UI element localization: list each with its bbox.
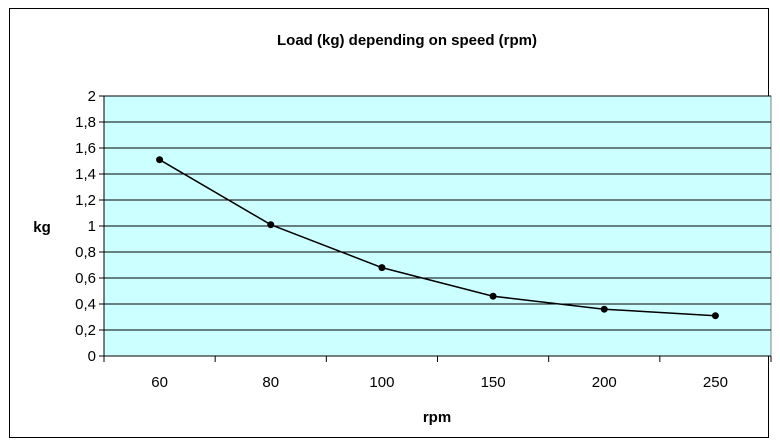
y-tick-label: 1,4 xyxy=(75,166,96,183)
gridlines xyxy=(104,95,771,331)
data-point xyxy=(489,292,497,300)
y-tick-label: 2 xyxy=(88,88,96,105)
y-tick-label: 0,4 xyxy=(75,296,96,313)
y-tick-label: 0,8 xyxy=(75,244,96,261)
y-tick-label: 1,2 xyxy=(75,192,96,209)
y-tick-label: 0 xyxy=(88,348,96,365)
chart-title: Load (kg) depending on speed (rpm) xyxy=(277,32,537,49)
y-tick-label: 1,8 xyxy=(75,114,96,131)
y-tick-label: 1 xyxy=(88,218,96,235)
data-point xyxy=(156,156,164,164)
x-tick-label: 250 xyxy=(703,374,728,391)
y-axis-label: kg xyxy=(33,219,51,236)
y-tick-label: 0,2 xyxy=(75,322,96,339)
data-point xyxy=(600,305,608,313)
data-point xyxy=(378,264,386,272)
x-axis-label: rpm xyxy=(423,409,451,426)
series-line xyxy=(159,159,716,317)
data-points xyxy=(156,156,719,320)
x-tick-label: 60 xyxy=(151,374,168,391)
x-tick-label: 80 xyxy=(262,374,279,391)
y-tick-label: 0,6 xyxy=(75,270,96,287)
x-tick-labels: 60 80 100 150 200 250 xyxy=(151,374,728,391)
data-point xyxy=(267,221,275,229)
data-point xyxy=(711,312,719,320)
x-tick-label: 200 xyxy=(592,374,617,391)
y-tick-label: 1,6 xyxy=(75,140,96,157)
x-tick-label: 150 xyxy=(481,374,506,391)
y-tick-labels: 0 0,2 0,4 0,6 0,8 1 1,2 1,4 1,6 1,8 2 xyxy=(75,88,96,365)
axes xyxy=(99,95,772,362)
x-tick-label: 100 xyxy=(369,374,394,391)
